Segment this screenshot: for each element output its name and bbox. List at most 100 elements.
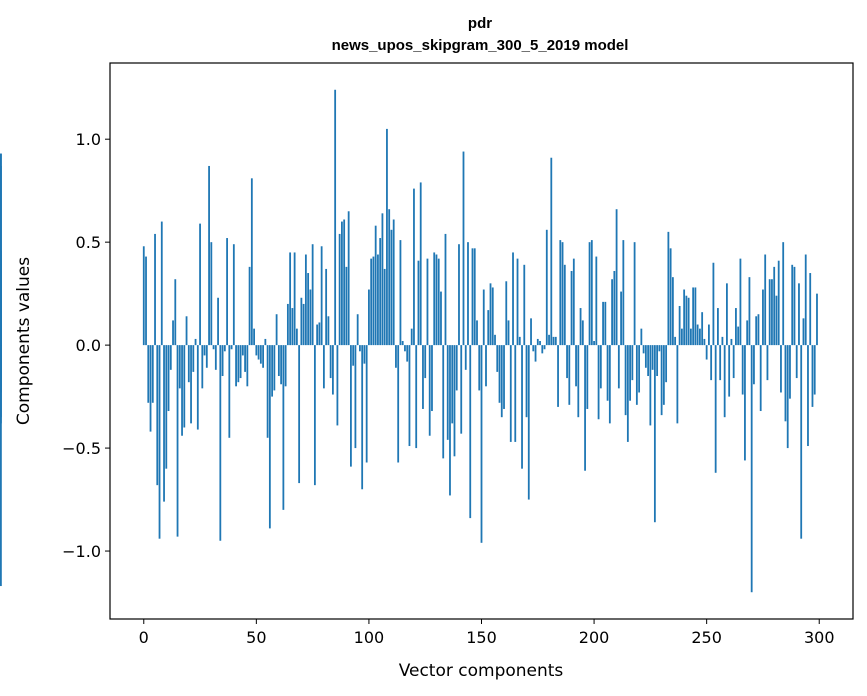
x-axis-label: Vector components xyxy=(399,661,564,681)
bar xyxy=(0,345,2,379)
bar xyxy=(559,240,562,346)
bar xyxy=(550,157,553,346)
bar xyxy=(602,301,604,346)
bar xyxy=(577,345,580,418)
bar xyxy=(442,345,445,459)
bar xyxy=(444,233,447,346)
bar xyxy=(325,268,328,346)
bar xyxy=(748,277,751,346)
bar xyxy=(516,258,519,346)
bar xyxy=(687,297,690,346)
bar xyxy=(259,345,262,364)
bar xyxy=(768,279,771,346)
bar xyxy=(658,345,661,352)
bar xyxy=(334,89,337,346)
bar xyxy=(753,345,755,385)
bar xyxy=(590,240,593,346)
bar xyxy=(341,221,343,346)
bar xyxy=(464,345,467,370)
bar xyxy=(154,233,156,346)
bar xyxy=(561,242,564,346)
bar xyxy=(309,289,312,346)
bar xyxy=(793,266,796,346)
bars-group xyxy=(0,89,818,593)
bar xyxy=(723,345,726,418)
bar xyxy=(791,264,794,346)
bar xyxy=(741,345,744,395)
bar xyxy=(750,345,753,593)
bar xyxy=(446,345,449,440)
bar xyxy=(514,345,517,442)
bar xyxy=(350,345,352,467)
bar xyxy=(473,248,476,346)
bar xyxy=(386,128,388,346)
bar xyxy=(226,238,228,346)
bar xyxy=(0,153,2,346)
bar xyxy=(689,328,692,346)
bar xyxy=(622,240,625,346)
bar xyxy=(268,345,271,529)
bar xyxy=(190,345,192,424)
bar xyxy=(759,345,762,412)
y-tick-label: −0.5 xyxy=(62,439,101,458)
bar xyxy=(552,336,555,346)
bar xyxy=(451,345,454,424)
bar xyxy=(487,310,490,346)
bar xyxy=(428,345,431,436)
bar xyxy=(392,219,395,346)
bar xyxy=(244,345,246,372)
bar xyxy=(699,328,701,346)
bar xyxy=(462,151,465,346)
bar xyxy=(354,345,357,449)
bar xyxy=(543,345,546,350)
bar xyxy=(539,341,541,346)
bar xyxy=(163,345,165,502)
bar xyxy=(401,341,404,346)
bar xyxy=(813,345,816,395)
bar xyxy=(223,345,226,352)
bar xyxy=(617,345,620,389)
bar xyxy=(726,283,728,346)
bar xyxy=(241,345,244,356)
bar xyxy=(807,345,809,447)
bar xyxy=(635,345,638,405)
bar xyxy=(800,345,803,539)
bar xyxy=(467,242,469,346)
bar xyxy=(433,252,436,346)
bar xyxy=(356,314,359,346)
bar xyxy=(482,289,485,346)
bar xyxy=(680,328,683,346)
bar xyxy=(221,345,224,377)
bar xyxy=(383,268,386,346)
bar xyxy=(786,345,789,449)
bar xyxy=(671,277,674,346)
bar xyxy=(273,345,276,391)
bar xyxy=(536,338,539,346)
bar xyxy=(293,252,296,346)
bar xyxy=(624,345,627,416)
y-axis-label: Components values xyxy=(14,257,34,425)
bar xyxy=(732,345,735,379)
bar xyxy=(557,345,559,407)
bar xyxy=(593,341,595,346)
bar xyxy=(284,345,287,387)
bar xyxy=(332,345,334,395)
bar xyxy=(728,345,731,397)
bar xyxy=(644,345,647,368)
bar xyxy=(575,345,577,387)
bar xyxy=(489,283,492,346)
y-tick-label: 0.0 xyxy=(76,336,101,355)
bar xyxy=(318,322,321,346)
bar xyxy=(604,301,607,346)
bar xyxy=(548,334,550,346)
bar xyxy=(372,256,375,346)
bar xyxy=(156,345,159,486)
bar xyxy=(214,345,217,370)
bar xyxy=(755,316,758,346)
x-tick-label: 200 xyxy=(579,628,610,647)
bar xyxy=(338,233,341,346)
bar xyxy=(298,345,301,484)
chart-subtitle: news_upos_skipgram_300_5_2019 model xyxy=(332,37,629,54)
bar xyxy=(708,324,710,346)
bar xyxy=(584,345,586,471)
